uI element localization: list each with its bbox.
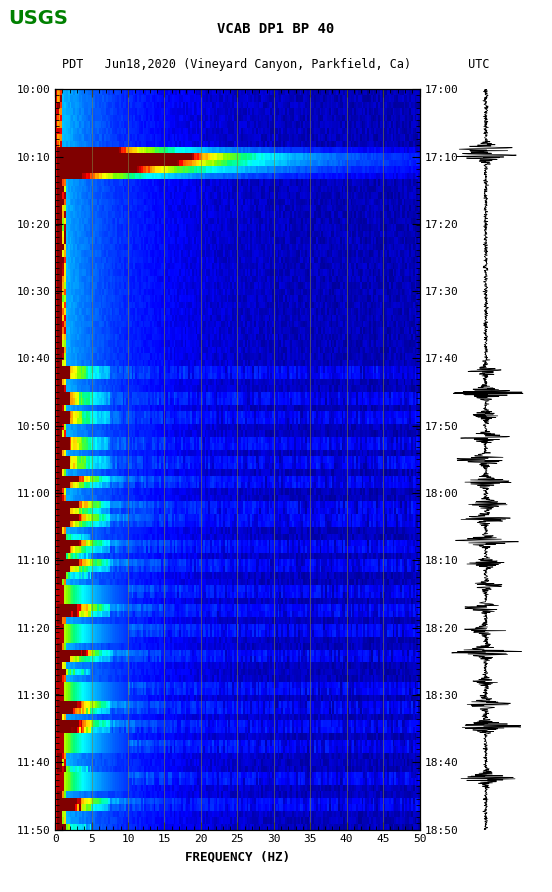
Text: USGS: USGS: [8, 9, 68, 28]
Text: PDT   Jun18,2020 (Vineyard Canyon, Parkfield, Ca)        UTC: PDT Jun18,2020 (Vineyard Canyon, Parkfie…: [62, 58, 490, 71]
Text: VCAB DP1 BP 40: VCAB DP1 BP 40: [217, 22, 335, 37]
X-axis label: FREQUENCY (HZ): FREQUENCY (HZ): [185, 850, 290, 863]
